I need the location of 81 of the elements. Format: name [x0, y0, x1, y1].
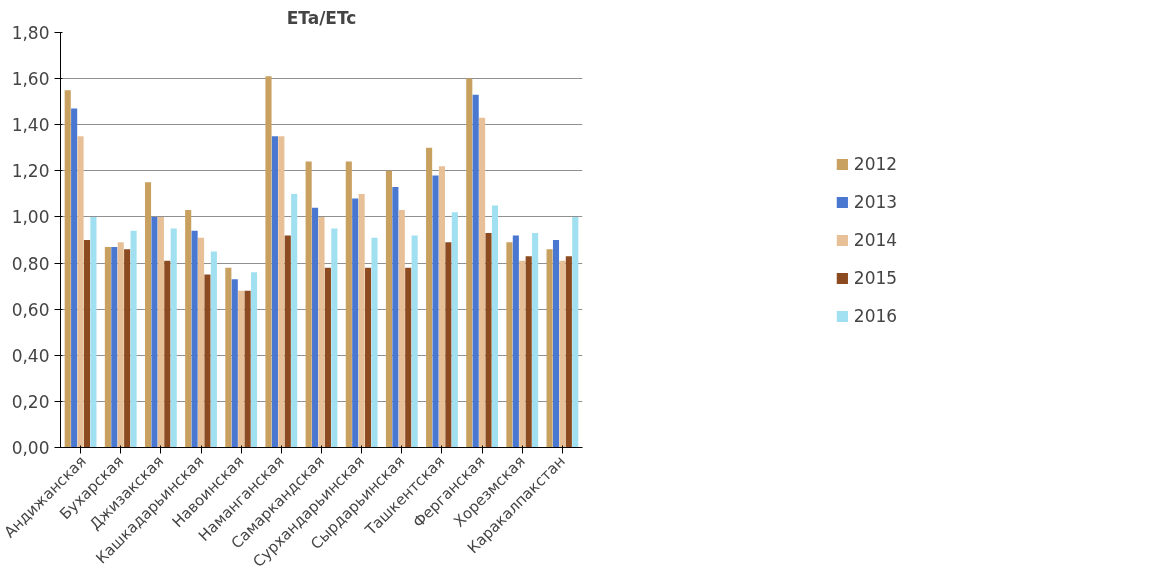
chart-title: ETa/ETc	[286, 7, 357, 28]
bar	[130, 230, 137, 448]
bar	[479, 117, 486, 448]
bar	[151, 216, 158, 448]
bar	[331, 228, 338, 448]
bar	[238, 290, 245, 448]
bar	[466, 78, 473, 448]
bar	[445, 242, 452, 448]
bar	[191, 230, 198, 448]
bar	[432, 175, 439, 448]
bar	[411, 235, 418, 448]
bar	[345, 161, 352, 448]
legend-label: 2015	[853, 267, 898, 288]
bar	[506, 242, 513, 448]
bar	[546, 249, 553, 448]
legend-label: 2012	[853, 153, 898, 174]
bar	[90, 216, 97, 448]
legend-label: 2014	[853, 229, 898, 250]
bar	[552, 240, 560, 448]
bar	[231, 279, 238, 448]
bar	[451, 212, 458, 448]
bar	[225, 267, 232, 448]
bar	[164, 260, 171, 448]
bar	[512, 235, 519, 448]
y-tick-label: 0,20	[11, 391, 50, 412]
bar	[385, 170, 393, 448]
bar	[265, 76, 272, 448]
bar	[157, 216, 164, 448]
legend-label: 2016	[853, 305, 898, 326]
bar	[572, 216, 579, 448]
bar	[371, 237, 378, 448]
y-tick-label: 1,60	[11, 69, 50, 90]
bar	[210, 251, 217, 448]
bar	[438, 166, 446, 448]
bar	[291, 193, 298, 448]
bar	[124, 249, 131, 448]
bar	[318, 216, 325, 448]
bar	[405, 267, 412, 448]
bar	[532, 233, 539, 448]
bar	[64, 90, 71, 448]
y-tick-label: 1,00	[11, 207, 50, 228]
bar	[519, 260, 526, 448]
bar	[244, 290, 251, 448]
y-tick-label: 1,80	[11, 23, 50, 43]
bar	[170, 228, 177, 448]
bar	[117, 242, 124, 448]
bar	[278, 136, 285, 448]
bar	[197, 237, 205, 448]
bar	[352, 198, 359, 448]
bar	[185, 210, 192, 448]
bar	[398, 210, 405, 448]
y-tick-label: 0,80	[11, 253, 50, 274]
bar	[284, 235, 291, 448]
bar	[305, 161, 312, 448]
bar	[565, 256, 572, 448]
bar	[111, 246, 118, 448]
bar	[426, 147, 433, 448]
y-tick-label: 1,20	[11, 161, 50, 182]
bar	[144, 182, 152, 448]
bar	[485, 233, 492, 448]
legend-label: 2013	[853, 191, 898, 212]
bar	[104, 246, 111, 448]
bar	[77, 136, 84, 448]
bar	[204, 274, 211, 448]
y-tick-label: 0,00	[11, 438, 50, 458]
bar	[525, 256, 532, 448]
bar	[365, 267, 372, 448]
y-tick-label: 1,40	[11, 115, 50, 136]
bar	[559, 260, 566, 448]
bar	[392, 186, 399, 448]
bar	[83, 240, 91, 448]
y-tick-label: 0,40	[11, 345, 50, 366]
y-tick-label: 0,60	[11, 299, 50, 320]
bar	[271, 136, 278, 448]
bar	[324, 267, 331, 448]
bar	[312, 207, 319, 448]
bar	[358, 193, 365, 448]
bar	[472, 94, 479, 448]
bar	[250, 272, 258, 448]
bar	[71, 108, 78, 448]
bar	[491, 205, 499, 448]
